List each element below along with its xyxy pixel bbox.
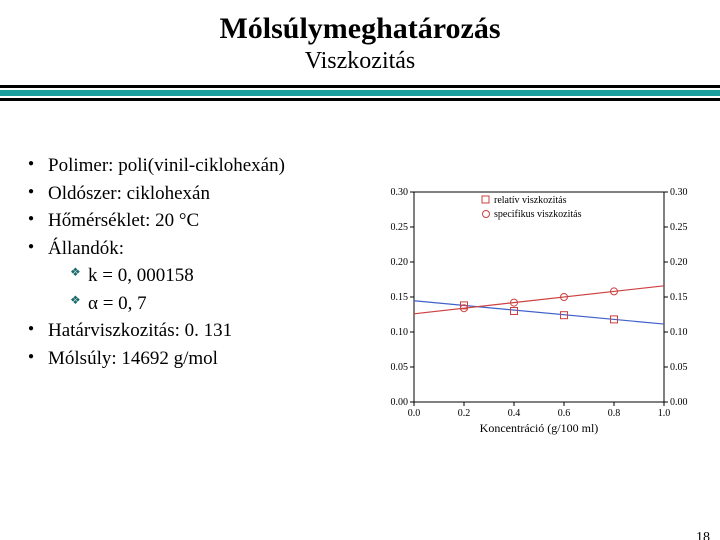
svg-text:0.8: 0.8 [608, 408, 621, 419]
svg-text:0.10: 0.10 [391, 327, 409, 338]
svg-text:0.6: 0.6 [558, 408, 571, 419]
svg-text:1.0: 1.0 [658, 408, 671, 419]
list-item: Mólsúly: 14692 g/mol [28, 345, 368, 373]
list-item: Állandók: k = 0, 000158 α = 0, 7 [28, 235, 368, 318]
slide: Mólsúlymeghatározás Viszkozitás Polimer:… [0, 12, 720, 540]
svg-text:0.2: 0.2 [458, 408, 471, 419]
svg-text:0.4: 0.4 [508, 408, 521, 419]
list-item: Határviszkozitás: 0. 131 [28, 317, 368, 345]
svg-text:0.20: 0.20 [670, 257, 688, 268]
svg-text:0.00: 0.00 [670, 397, 688, 408]
sub-item: k = 0, 000158 [70, 262, 368, 290]
list-item: Polimer: poli(vinil-ciklohexán) [28, 152, 368, 180]
svg-text:0.25: 0.25 [670, 222, 688, 233]
slide-title: Mólsúlymeghatározás [0, 12, 720, 46]
svg-text:0.00: 0.00 [391, 397, 409, 408]
svg-text:0.15: 0.15 [670, 292, 688, 303]
list-item: Hőmérséklet: 20 °C [28, 207, 368, 235]
bullet-list: Polimer: poli(vinil-ciklohexán) Oldószer… [28, 152, 368, 372]
svg-text:0.10: 0.10 [670, 327, 688, 338]
svg-text:0.0: 0.0 [408, 408, 421, 419]
svg-text:0.05: 0.05 [391, 362, 409, 373]
sub-item: α = 0, 7 [70, 290, 368, 318]
svg-text:0.05: 0.05 [670, 362, 688, 373]
svg-text:0.20: 0.20 [391, 257, 409, 268]
svg-text:0.30: 0.30 [670, 187, 688, 198]
page-number: 18 [696, 530, 710, 540]
svg-text:0.30: 0.30 [391, 187, 409, 198]
list-item-label: Állandók: [48, 238, 124, 259]
viscosity-chart: 0.00.20.40.60.81.00.000.000.050.050.100.… [370, 182, 700, 462]
svg-text:specifikus viszkozitás: specifikus viszkozitás [494, 209, 582, 220]
svg-text:Koncentráció (g/100 ml): Koncentráció (g/100 ml) [480, 421, 599, 435]
svg-text:0.25: 0.25 [391, 222, 409, 233]
svg-text:relatív viszkozitás: relatív viszkozitás [494, 195, 567, 206]
divider [0, 85, 720, 101]
list-item: Oldószer: ciklohexán [28, 180, 368, 208]
svg-text:0.15: 0.15 [391, 292, 409, 303]
slide-subtitle: Viszkozitás [0, 48, 720, 75]
